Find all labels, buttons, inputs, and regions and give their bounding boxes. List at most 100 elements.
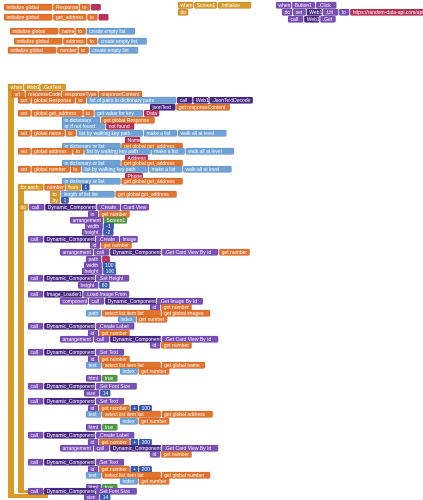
- block[interactable]: [81, 183, 90, 191]
- block[interactable]: [27, 322, 44, 330]
- block[interactable]: [96, 203, 121, 211]
- block[interactable]: [120, 203, 150, 211]
- block[interactable]: [161, 471, 211, 479]
- block[interactable]: [27, 290, 44, 298]
- block[interactable]: [77, 281, 99, 289]
- block[interactable]: [160, 341, 192, 349]
- block[interactable]: [7, 46, 57, 54]
- block[interactable]: [27, 274, 44, 282]
- block[interactable]: [85, 471, 102, 479]
- block[interactable]: [115, 190, 177, 198]
- block[interactable]: [83, 109, 94, 117]
- block[interactable]: [83, 389, 100, 397]
- block[interactable]: [151, 147, 185, 155]
- block[interactable]: [338, 8, 350, 16]
- block[interactable]: [320, 15, 336, 23]
- block[interactable]: [44, 290, 83, 298]
- block[interactable]: [53, 3, 79, 11]
- block[interactable]: [143, 129, 178, 137]
- block[interactable]: [44, 274, 96, 282]
- block[interactable]: [99, 389, 111, 397]
- block[interactable]: [44, 382, 96, 390]
- block[interactable]: [217, 1, 252, 9]
- block[interactable]: [315, 1, 337, 9]
- block[interactable]: [161, 309, 211, 317]
- block[interactable]: [57, 46, 78, 54]
- block[interactable]: [287, 15, 304, 23]
- block[interactable]: [44, 397, 96, 405]
- block[interactable]: [161, 361, 206, 369]
- block[interactable]: [17, 96, 31, 104]
- block[interactable]: [31, 109, 83, 117]
- block[interactable]: [138, 417, 170, 425]
- block[interactable]: [218, 248, 250, 256]
- block[interactable]: [350, 8, 423, 16]
- block[interactable]: [100, 241, 132, 249]
- block[interactable]: [176, 103, 231, 111]
- block[interactable]: [93, 248, 110, 256]
- block[interactable]: [9, 27, 59, 35]
- block[interactable]: [209, 96, 254, 104]
- block[interactable]: [3, 3, 53, 11]
- block[interactable]: [85, 423, 102, 431]
- block[interactable]: [44, 487, 96, 495]
- block[interactable]: [95, 382, 137, 390]
- block[interactable]: [85, 361, 102, 369]
- block[interactable]: [78, 46, 89, 54]
- block[interactable]: [95, 431, 135, 439]
- block[interactable]: [17, 165, 31, 173]
- empty-text-block[interactable]: [98, 14, 109, 21]
- block[interactable]: [143, 109, 160, 117]
- block[interactable]: [95, 397, 125, 405]
- block[interactable]: [81, 267, 103, 275]
- block[interactable]: [322, 8, 339, 16]
- block[interactable]: [65, 129, 76, 137]
- block[interactable]: [160, 450, 192, 458]
- block[interactable]: [86, 27, 136, 35]
- block[interactable]: [119, 367, 138, 375]
- block[interactable]: [95, 487, 137, 495]
- block[interactable]: [106, 122, 135, 130]
- block[interactable]: [193, 1, 218, 9]
- block[interactable]: [7, 83, 24, 91]
- block[interactable]: [49, 196, 61, 204]
- block[interactable]: [45, 203, 97, 211]
- block[interactable]: [110, 444, 162, 452]
- block[interactable]: [31, 165, 71, 173]
- block[interactable]: [85, 410, 102, 418]
- block[interactable]: [73, 147, 84, 155]
- block[interactable]: [275, 1, 292, 9]
- block[interactable]: [121, 177, 183, 185]
- block[interactable]: [104, 297, 157, 305]
- block[interactable]: [101, 423, 118, 431]
- block[interactable]: [89, 46, 139, 54]
- block[interactable]: [44, 348, 96, 356]
- block[interactable]: [17, 109, 31, 117]
- block[interactable]: [306, 8, 323, 16]
- block[interactable]: [117, 315, 136, 323]
- block[interactable]: [61, 122, 106, 130]
- block[interactable]: [110, 248, 162, 256]
- block[interactable]: [24, 83, 40, 91]
- block[interactable]: [61, 177, 121, 185]
- block[interactable]: [93, 335, 110, 343]
- block[interactable]: [31, 129, 65, 137]
- block[interactable]: [148, 165, 183, 173]
- block[interactable]: [99, 281, 110, 289]
- block[interactable]: [44, 322, 96, 330]
- block[interactable]: [100, 493, 111, 500]
- block[interactable]: [138, 367, 170, 375]
- block[interactable]: [59, 248, 94, 256]
- block[interactable]: [75, 96, 87, 104]
- block[interactable]: [176, 96, 193, 104]
- block[interactable]: [94, 109, 144, 117]
- block[interactable]: [138, 477, 170, 485]
- block[interactable]: [103, 267, 117, 275]
- block[interactable]: [17, 203, 29, 211]
- block[interactable]: [85, 374, 102, 382]
- block[interactable]: [86, 37, 98, 45]
- block[interactable]: [79, 3, 91, 11]
- block[interactable]: [44, 235, 96, 243]
- block[interactable]: [95, 274, 130, 282]
- block[interactable]: [59, 444, 94, 452]
